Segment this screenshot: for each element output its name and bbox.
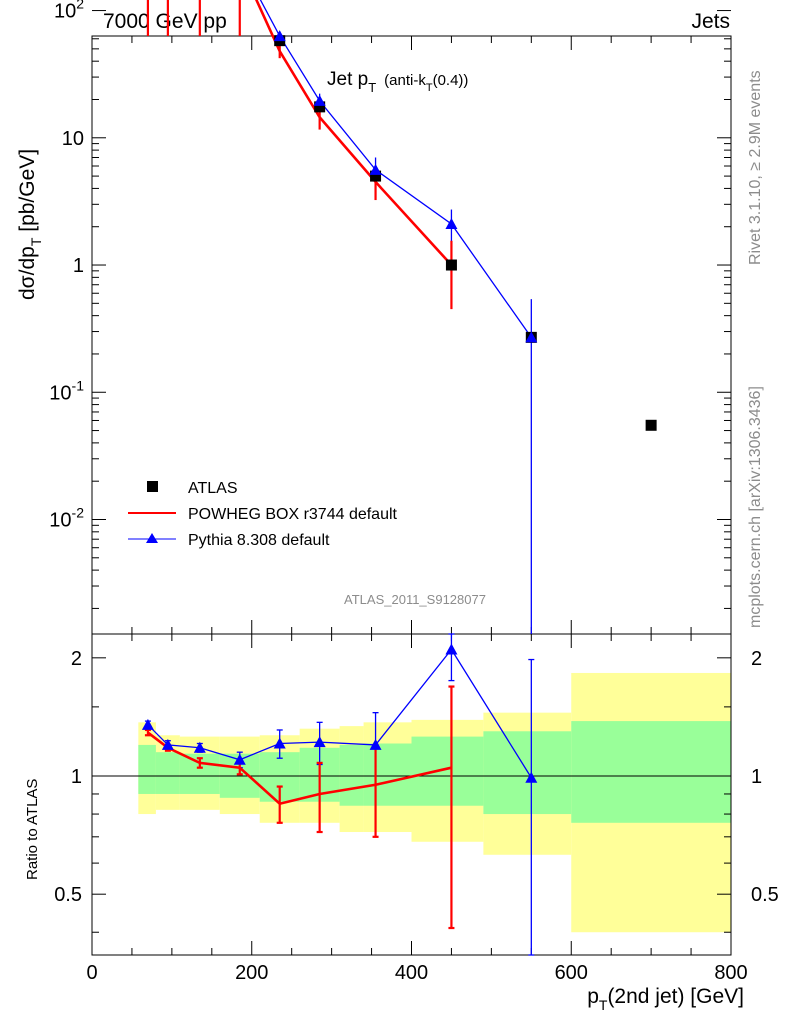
x-axis-label: pT(2nd jet) [GeV] <box>587 985 744 1013</box>
atlas-point <box>645 419 657 431</box>
pythia-ratio-point <box>313 736 326 748</box>
main-ytick-label: 10 <box>62 128 84 150</box>
legend-label-powheg: POWHEG BOX r3744 default <box>188 506 398 523</box>
band-green-9 <box>483 731 572 815</box>
main-ytick-label: 10-1 <box>49 377 84 404</box>
pythia-ratio-point <box>525 771 538 783</box>
plot-title: Jet pT (anti-kT(0.4)) <box>327 69 468 95</box>
main-ytick-label: 10-2 <box>49 504 84 531</box>
ratio-ytick-label: 1 <box>71 766 82 788</box>
ratio-ytick-label-right: 1 <box>751 766 762 788</box>
band-green-6 <box>339 744 364 806</box>
main-ylabel: dσ/dpT [pb/GeV] <box>16 149 44 300</box>
ratio-ytick-label-right: 2 <box>751 648 762 670</box>
pythia-main-point <box>369 163 382 175</box>
main-axes: 10610510410310210110-110-2 <box>49 0 732 634</box>
pythia-main-point <box>313 94 326 106</box>
ratio-xtick-label: 0 <box>86 962 97 984</box>
pythia-main-line <box>259 0 532 338</box>
powheg-main-line <box>255 0 453 266</box>
main-ytick-label: 102 <box>54 0 84 23</box>
header-right: Jets <box>691 10 730 33</box>
pythia-main-point <box>273 30 286 42</box>
legend-label-pythia: Pythia 8.308 default <box>188 532 330 549</box>
pythia-ratio-point <box>273 737 286 749</box>
legend-label-atlas: ATLAS <box>188 480 238 497</box>
legend-marker-pythia <box>146 533 158 543</box>
pythia-ratio-point <box>193 741 206 753</box>
pythia-ratio-point <box>233 753 246 765</box>
ratio-xtick-label: 400 <box>395 962 428 984</box>
ratio-data-layer <box>141 633 538 956</box>
ratio-ytick-label: 2 <box>71 648 82 670</box>
legend: ATLAS POWHEG BOX r3744 default Pythia 8.… <box>128 480 398 549</box>
pythia-main-point <box>525 331 538 343</box>
atlas-point <box>370 170 382 182</box>
pythia-ratio-point <box>161 738 174 750</box>
mcplots-label: mcplots.cern.ch [arXiv:1306.3436] <box>747 386 764 628</box>
ratio-xtick-label: 800 <box>714 962 747 984</box>
ratio-xtick-label: 200 <box>235 962 268 984</box>
ratio-uncertainty-bands <box>92 672 731 933</box>
atlas-point <box>314 101 326 113</box>
pythia-ratio-point <box>369 738 382 750</box>
main-ytick-label: 1 <box>73 255 84 277</box>
band-green-0 <box>138 744 156 794</box>
ratio-ytick-label: 0.5 <box>54 884 82 906</box>
atlas-point <box>445 259 457 271</box>
rivet-label: Rivet 3.1.10, ≥ 2.9M events <box>747 70 764 265</box>
band-green-10 <box>571 721 731 823</box>
ratio-axes: 0.5 0.5 1 1 2 2 0 200 400 600 800 <box>54 634 779 984</box>
ratio-ytick-label-right: 0.5 <box>751 884 779 906</box>
legend-marker-atlas <box>147 481 158 492</box>
ratio-ylabel: Ratio to ATLAS <box>24 779 41 880</box>
band-green-7 <box>363 743 412 806</box>
main-data-layer <box>146 0 657 634</box>
band-green-8 <box>411 736 484 806</box>
ratio-xtick-label: 600 <box>555 962 588 984</box>
pythia-ratio-point <box>141 718 154 730</box>
powheg-ratio-line <box>147 731 452 806</box>
band-green-1 <box>155 752 180 794</box>
pythia-ratio-point <box>445 643 458 655</box>
analysis-id: ATLAS_2011_S9128077 <box>344 592 486 607</box>
pythia-main-point <box>445 218 458 230</box>
header-left: 7000 GeV pp <box>103 10 227 33</box>
